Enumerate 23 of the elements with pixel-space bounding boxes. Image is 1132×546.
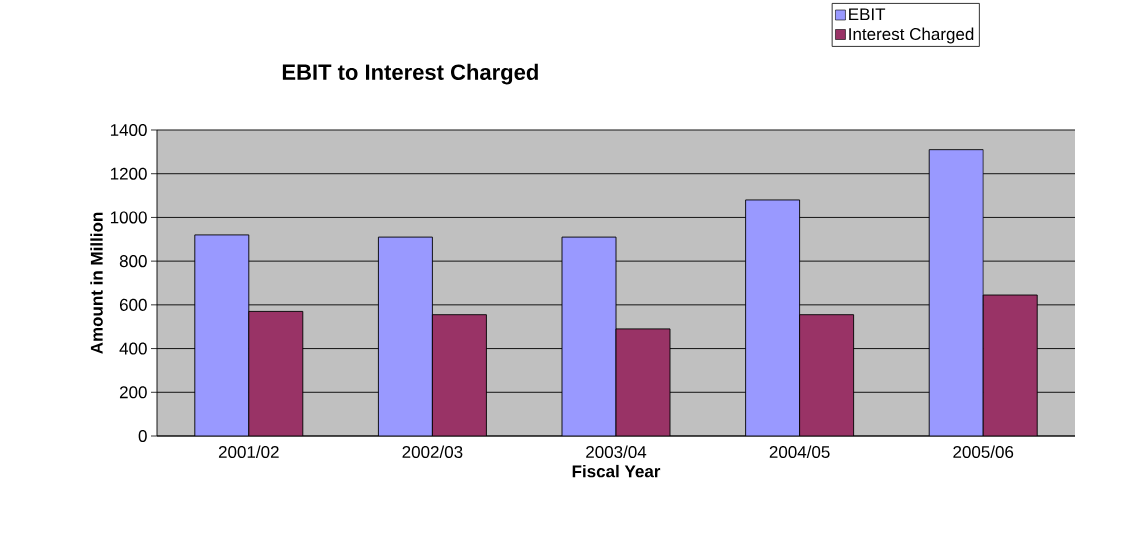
bar xyxy=(745,199,801,436)
bar xyxy=(377,236,433,436)
y-tick-label: 1000 xyxy=(110,211,147,224)
x-axis-title: Fiscal Year xyxy=(572,464,661,478)
x-tick-label: 2004/05 xyxy=(769,445,830,459)
y-tick-label: 800 xyxy=(119,255,147,268)
y-tick-label: 0 xyxy=(138,429,147,443)
x-tick-label: 2001/02 xyxy=(218,445,279,459)
bar xyxy=(194,234,250,436)
x-tick-label: 2002/03 xyxy=(402,445,463,459)
y-tick-label: 1200 xyxy=(110,167,147,180)
legend-label: Interest Charged xyxy=(849,27,974,44)
bar xyxy=(928,149,984,436)
x-tick-label: 2003/04 xyxy=(586,445,647,459)
y-tick-label: 1400 xyxy=(110,123,147,137)
y-tick-label: 200 xyxy=(119,386,147,399)
y-axis-title: Amount in Million xyxy=(90,212,103,354)
bar xyxy=(561,236,617,436)
chart-title: EBIT to Interest Charged xyxy=(282,63,538,85)
x-tick-label: 2005/06 xyxy=(953,445,1014,459)
y-tick-label: 600 xyxy=(119,298,147,311)
legend-label: EBIT xyxy=(849,8,886,21)
y-tick-label: 400 xyxy=(119,342,147,355)
